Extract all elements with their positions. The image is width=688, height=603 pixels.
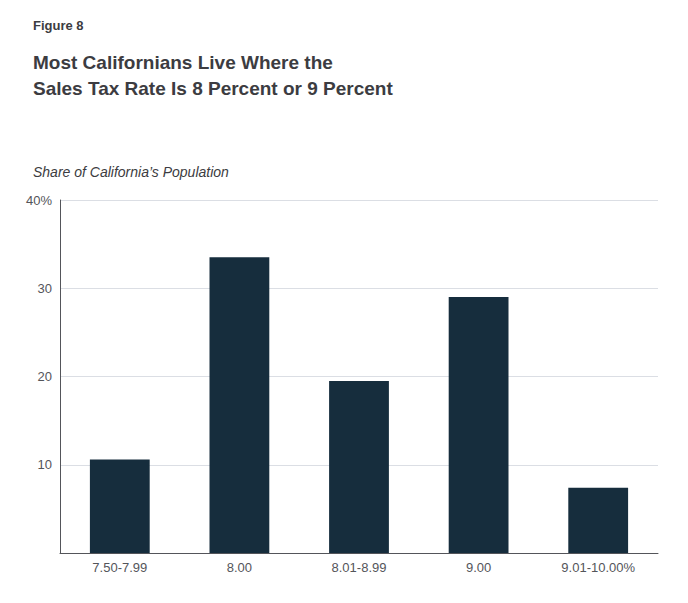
svg-text:9.00: 9.00 [466,560,491,575]
svg-text:Sales Tax Rate Is 8 Percent or: Sales Tax Rate Is 8 Percent or 9 Percent [33,78,393,99]
svg-text:8.00: 8.00 [227,560,252,575]
svg-text:20: 20 [38,369,52,384]
svg-text:9.01-10.00%: 9.01-10.00% [561,560,635,575]
svg-text:Figure 8: Figure 8 [33,18,84,33]
svg-text:10: 10 [38,457,52,472]
svg-text:Share of California’s Populati: Share of California’s Population [33,164,229,180]
svg-text:7.50-7.99: 7.50-7.99 [92,560,147,575]
svg-text:8.01-8.99: 8.01-8.99 [332,560,387,575]
svg-text:30: 30 [38,281,52,296]
svg-text:40%: 40% [26,193,52,208]
svg-text:Most Californians Live Where t: Most Californians Live Where the [33,52,333,73]
